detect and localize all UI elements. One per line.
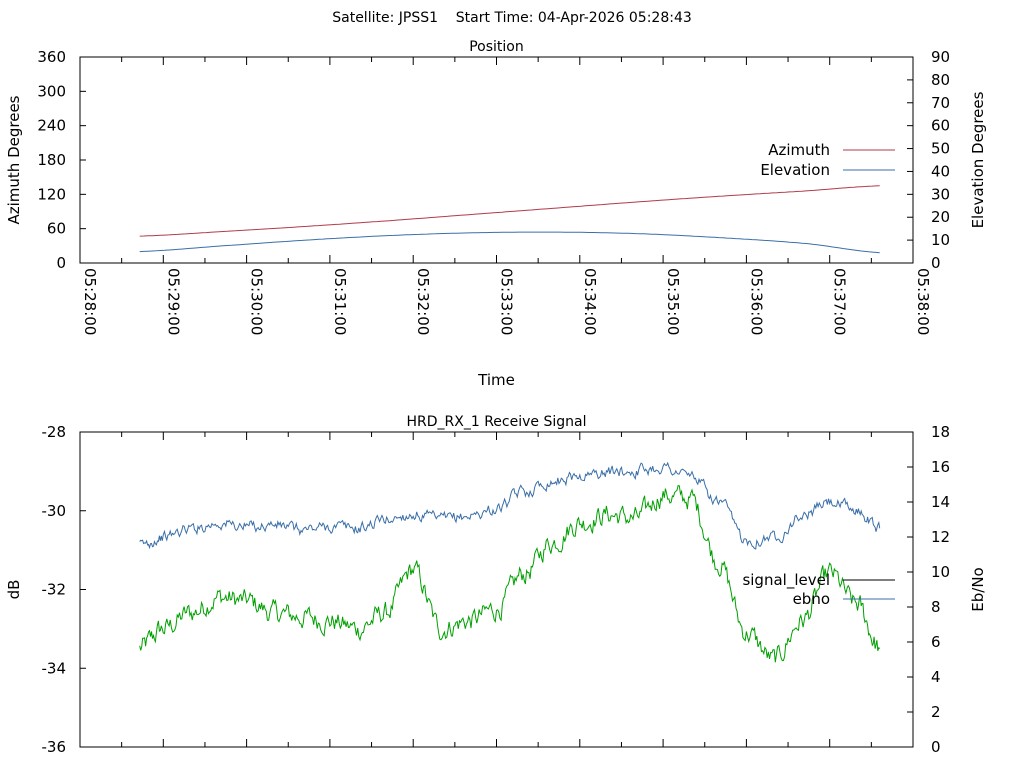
x-tick-label: 05:31:00 [331, 268, 349, 335]
position-chart: Position 0 60 120 180 240 300 360 0 10 20 30 40 50 60 7… [5, 39, 987, 389]
y-tick-label: -28 [42, 423, 67, 441]
series-line-elevation [139, 231, 880, 254]
y-tick-label: 0 [56, 254, 66, 272]
x-tick-label: 05:36:00 [747, 268, 765, 335]
x-tick-label: 05:35:00 [664, 268, 682, 335]
y2-axis-label: Eb/No [969, 567, 987, 611]
y2-tick-label: 16 [931, 458, 950, 476]
legend-label: signal_level [742, 571, 830, 590]
y2-tick-label: 8 [931, 598, 941, 616]
y-axis-label: dB [5, 580, 23, 600]
plot-frame [79, 431, 914, 748]
y2-tick-label: 6 [931, 633, 941, 651]
y-tick-label: 180 [37, 151, 66, 169]
y2-tick-label: 80 [931, 71, 950, 89]
legend-label: Azimuth [768, 141, 830, 159]
x-axis-label: Time [477, 371, 515, 389]
y2-tick-label: 4 [931, 668, 941, 686]
chart-title: Position [469, 39, 524, 55]
y2-tick-label: 50 [931, 140, 950, 158]
y-tick-label: -30 [42, 502, 67, 520]
y-tick-label: -34 [42, 659, 67, 677]
y-tick-label: 60 [47, 220, 66, 238]
y2-tick-label: 18 [931, 423, 950, 441]
y-tick-label: -32 [42, 581, 67, 599]
legend-label: Elevation [760, 161, 830, 179]
y2-tick-label: 40 [931, 162, 950, 180]
y-tick-label: 120 [37, 185, 66, 203]
y2-tick-label: 2 [931, 703, 941, 721]
y2-tick-label: 30 [931, 185, 950, 203]
chart-title: HRD_RX_1 Receive Signal [407, 414, 587, 430]
x-tick-label: 05:37:00 [831, 268, 849, 335]
x-tick-label: 05:29:00 [164, 268, 182, 335]
x-tick-label: 05:32:00 [414, 268, 432, 335]
x-tick-label: 05:33:00 [498, 268, 516, 335]
series-line-signal-level [139, 485, 881, 663]
x-tick-label: 05:30:00 [248, 268, 266, 335]
y2-tick-label: 70 [931, 94, 950, 112]
y-tick-label: 360 [37, 48, 66, 66]
y2-tick-label: 10 [931, 231, 950, 249]
y2-tick-label: 10 [931, 563, 950, 581]
y2-tick-label: 14 [931, 493, 950, 511]
series-line-ebno [139, 461, 881, 550]
y2-axis-label: Elevation Degrees [969, 91, 987, 228]
x-tick-label: 05:34:00 [581, 268, 599, 335]
y-tick-label: 300 [37, 82, 66, 100]
receive-signal-chart: HRD_RX_1 Receive Signal -36 -34 -32 -30 -28 0 2… [5, 414, 987, 756]
y2-tick-label: 0 [931, 738, 941, 756]
legend-label: ebno [793, 590, 830, 608]
x-tick-label: 05:28:00 [81, 268, 99, 335]
figure-title: Satellite: JPSS1 Start Time: 04-Apr-2026… [332, 10, 692, 26]
y-axis-label: Azimuth Degrees [5, 95, 23, 224]
x-tick-label: 05:38:00 [914, 268, 932, 335]
y-tick-label: 240 [37, 117, 66, 135]
series-line-azimuth [139, 185, 880, 237]
y2-tick-label: 20 [931, 208, 950, 226]
y2-tick-label: 90 [931, 48, 950, 66]
y2-tick-label: 0 [931, 254, 941, 272]
y2-tick-label: 60 [931, 117, 950, 135]
y-tick-label: -36 [42, 738, 67, 756]
y2-tick-label: 12 [931, 528, 950, 546]
